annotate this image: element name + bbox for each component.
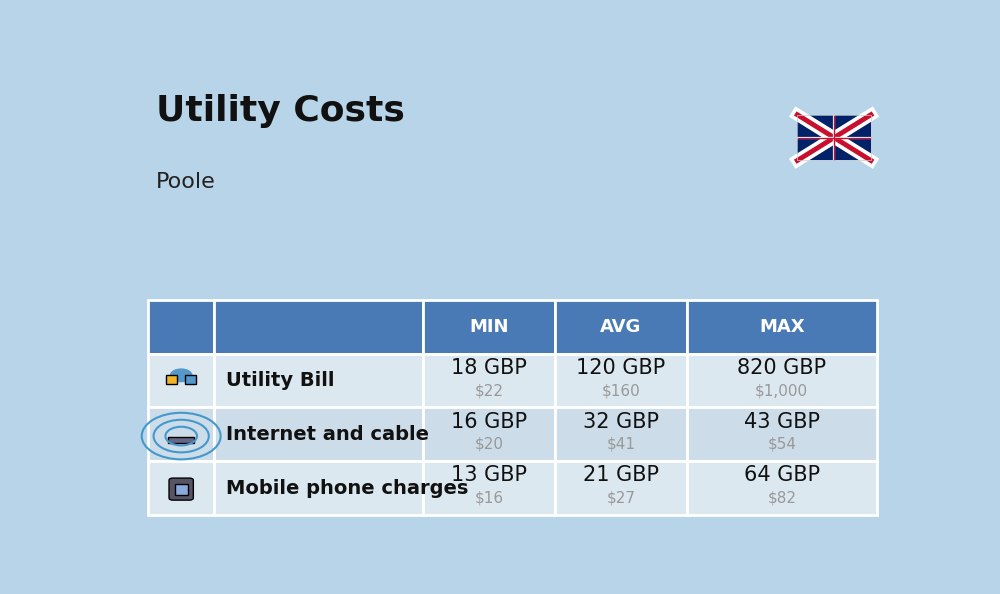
Text: $27: $27	[606, 491, 636, 505]
Text: 64 GBP: 64 GBP	[744, 465, 820, 485]
Text: $22: $22	[475, 383, 504, 398]
Text: $16: $16	[475, 491, 504, 505]
Text: $54: $54	[767, 437, 796, 452]
Text: $160: $160	[602, 383, 640, 398]
FancyBboxPatch shape	[175, 484, 188, 495]
Text: Utility Costs: Utility Costs	[156, 94, 405, 128]
Text: 820 GBP: 820 GBP	[737, 358, 826, 378]
Text: $41: $41	[606, 437, 636, 452]
FancyBboxPatch shape	[169, 478, 193, 500]
Text: AVG: AVG	[600, 318, 642, 336]
Text: 16 GBP: 16 GBP	[451, 412, 527, 431]
Text: 13 GBP: 13 GBP	[451, 465, 527, 485]
Text: 43 GBP: 43 GBP	[744, 412, 820, 431]
FancyBboxPatch shape	[555, 461, 687, 515]
FancyBboxPatch shape	[423, 353, 555, 407]
FancyBboxPatch shape	[797, 115, 871, 160]
FancyBboxPatch shape	[687, 353, 877, 407]
FancyBboxPatch shape	[148, 407, 214, 461]
FancyBboxPatch shape	[166, 375, 177, 384]
Text: MAX: MAX	[759, 318, 805, 336]
FancyBboxPatch shape	[214, 300, 423, 353]
Text: Internet and cable: Internet and cable	[226, 425, 429, 444]
FancyBboxPatch shape	[687, 461, 877, 515]
FancyBboxPatch shape	[555, 353, 687, 407]
FancyBboxPatch shape	[148, 461, 214, 515]
FancyBboxPatch shape	[185, 375, 196, 384]
FancyBboxPatch shape	[687, 300, 877, 353]
FancyBboxPatch shape	[555, 300, 687, 353]
Text: 32 GBP: 32 GBP	[583, 412, 659, 431]
Text: $20: $20	[475, 437, 504, 452]
FancyBboxPatch shape	[214, 353, 423, 407]
FancyBboxPatch shape	[423, 407, 555, 461]
FancyBboxPatch shape	[148, 300, 214, 353]
Text: $1,000: $1,000	[755, 383, 808, 398]
Text: Utility Bill: Utility Bill	[226, 371, 334, 390]
Text: MIN: MIN	[470, 318, 509, 336]
FancyBboxPatch shape	[148, 353, 214, 407]
Text: Mobile phone charges: Mobile phone charges	[226, 479, 468, 498]
FancyBboxPatch shape	[687, 407, 877, 461]
Text: 21 GBP: 21 GBP	[583, 465, 659, 485]
FancyBboxPatch shape	[423, 300, 555, 353]
Text: 18 GBP: 18 GBP	[451, 358, 527, 378]
Text: Poole: Poole	[156, 172, 216, 192]
Text: $82: $82	[767, 491, 796, 505]
FancyBboxPatch shape	[214, 461, 423, 515]
Circle shape	[171, 369, 192, 381]
FancyBboxPatch shape	[555, 407, 687, 461]
FancyBboxPatch shape	[423, 461, 555, 515]
Text: 120 GBP: 120 GBP	[576, 358, 666, 378]
FancyBboxPatch shape	[214, 407, 423, 461]
FancyBboxPatch shape	[168, 437, 194, 443]
